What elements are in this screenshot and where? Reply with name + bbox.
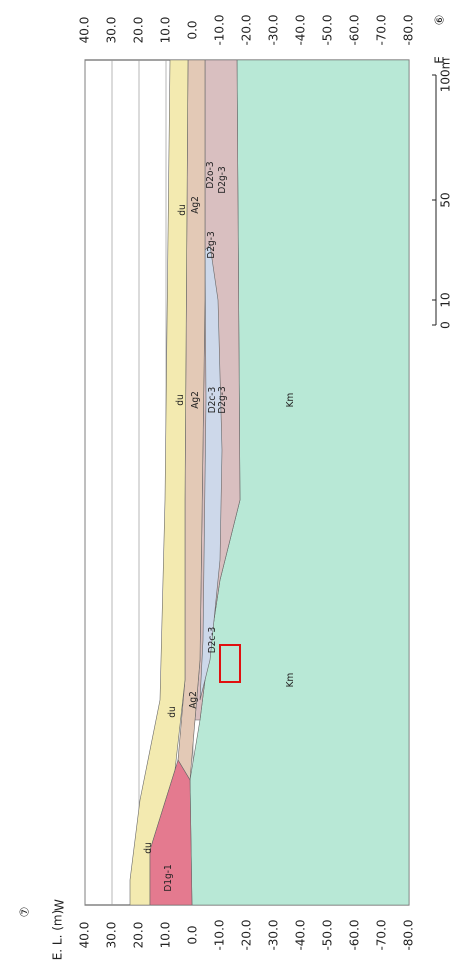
elevation-label: 0.0 bbox=[186, 20, 200, 39]
west-marker: ⑦ bbox=[18, 907, 32, 918]
layer-label: D2g-3 bbox=[206, 231, 217, 258]
elevation-label: -60.0 bbox=[348, 919, 362, 950]
scale-label: 0 bbox=[439, 321, 453, 329]
west-label: W bbox=[53, 899, 67, 911]
scale-label: 100m bbox=[439, 58, 453, 93]
elevation-label: 40.0 bbox=[78, 922, 92, 949]
elevation-label: -70.0 bbox=[375, 14, 389, 45]
elevation-label: -20.0 bbox=[240, 14, 254, 45]
layer-label: du bbox=[167, 706, 178, 717]
layer-label: D2g-3 bbox=[217, 386, 228, 413]
elevation-label: -30.0 bbox=[267, 14, 281, 45]
elevation-label: -10.0 bbox=[213, 14, 227, 45]
layer-label: du bbox=[175, 394, 186, 405]
elevation-label: 20.0 bbox=[132, 922, 146, 949]
elevation-label: -60.0 bbox=[348, 14, 362, 45]
layer-d1g1 bbox=[149, 759, 193, 906]
layer-label: D2g-3 bbox=[217, 166, 228, 193]
elevation-label: -40.0 bbox=[294, 14, 308, 45]
elevation-label: 10.0 bbox=[159, 17, 173, 44]
elevation-label: 0.0 bbox=[186, 925, 200, 944]
east-label: E bbox=[433, 56, 447, 64]
elevation-label: 30.0 bbox=[105, 922, 119, 949]
elevation-label: 30.0 bbox=[105, 17, 119, 44]
elevation-label: -40.0 bbox=[294, 919, 308, 950]
elevation-label: 10.0 bbox=[159, 922, 173, 949]
elevation-label: -80.0 bbox=[402, 919, 416, 950]
layer-label: D2o-3 bbox=[205, 161, 216, 188]
elevation-label: -20.0 bbox=[240, 919, 254, 950]
elevation-label: 20.0 bbox=[132, 17, 146, 44]
elevation-label: 40.0 bbox=[78, 17, 92, 44]
layer-label: D1g-1 bbox=[163, 864, 174, 891]
elevation-label: -80.0 bbox=[402, 14, 416, 45]
layer-label: du bbox=[177, 204, 188, 215]
elevation-label: -50.0 bbox=[321, 14, 335, 45]
layer-label: du bbox=[143, 842, 154, 853]
layer-label: D2c-3 bbox=[207, 387, 218, 414]
scale-label: 10 bbox=[439, 292, 453, 307]
axis-label: E. L. (m) bbox=[51, 910, 65, 961]
layer-label: Km bbox=[285, 673, 296, 688]
highlight-box bbox=[219, 644, 241, 683]
layer-label: Ag2 bbox=[190, 196, 201, 214]
layer-label: Ag2 bbox=[188, 691, 199, 709]
elevation-label: -70.0 bbox=[375, 919, 389, 950]
layer-d2c3 bbox=[199, 244, 223, 701]
elevation-label: -10.0 bbox=[213, 919, 227, 950]
elevation-label: -50.0 bbox=[321, 919, 335, 950]
elevation-label: -30.0 bbox=[267, 919, 281, 950]
layer-label: D2c-3 bbox=[207, 627, 218, 654]
scale-label: 50 bbox=[439, 192, 453, 207]
east-marker: ⑥ bbox=[433, 15, 447, 26]
layer-label: Km bbox=[285, 393, 296, 408]
layer-label: Ag2 bbox=[190, 391, 201, 409]
